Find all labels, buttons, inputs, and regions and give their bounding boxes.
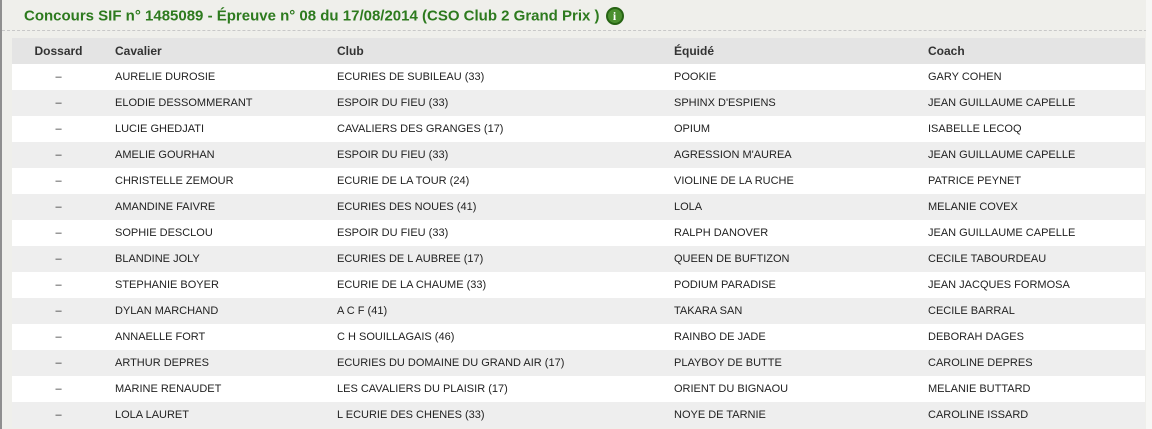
cell-coach: DEBORAH DAGES: [928, 331, 1024, 343]
cell-cavalier: BLANDINE JOLY: [115, 253, 200, 265]
cell-equide: ORIENT DU BIGNAOU: [674, 383, 789, 395]
cell-equide: RALPH DANOVER: [674, 227, 769, 239]
table-header-row: Dossard Cavalier Club Équidé Coach: [12, 38, 1145, 64]
cell-dossard: –: [55, 227, 62, 239]
cell-cavalier: ARTHUR DEPRES: [115, 357, 209, 369]
column-header-dossard: Dossard: [12, 38, 105, 64]
cell-coach: CAROLINE ISSARD: [928, 409, 1029, 421]
cell-dossard: –: [55, 279, 62, 291]
cell-dossard: –: [55, 201, 62, 213]
table-row: – BLANDINE JOLY ECURIES DE L AUBREE (17) QU…: [12, 246, 1145, 272]
cell-coach: GARY COHEN: [928, 71, 1002, 83]
cell-equide: OPIUM: [674, 123, 711, 135]
cell-equide: QUEEN DE BUFTIZON: [674, 253, 790, 265]
cell-coach: PATRICE PEYNET: [928, 175, 1022, 187]
page-right-edge: [1146, 0, 1152, 429]
cell-cavalier: AMANDINE FAIVRE: [115, 201, 216, 213]
cell-cavalier: AMELIE GOURHAN: [115, 149, 215, 161]
cell-equide: LOLA: [674, 201, 703, 213]
cell-club: ESPOIR DU FIEU (33): [337, 97, 449, 109]
cell-equide: NOYE DE TARNIE: [674, 409, 766, 421]
cell-club: ECURIE DE LA TOUR (24): [337, 175, 470, 187]
cell-coach: CECILE TABOURDEAU: [928, 253, 1047, 265]
cell-dossard: –: [55, 149, 62, 161]
cell-club: ECURIES DU DOMAINE DU GRAND AIR (17): [337, 357, 565, 369]
cell-equide: RAINBO DE JADE: [674, 331, 766, 343]
cell-coach: JEAN GUILLAUME CAPELLE: [928, 227, 1076, 239]
cell-dossard: –: [55, 409, 62, 421]
cell-cavalier: ANNAELLE FORT: [115, 331, 206, 343]
cell-cavalier: LUCIE GHEDJATI: [115, 123, 205, 135]
cell-cavalier: MARINE RENAUDET: [115, 383, 222, 395]
cell-dossard: –: [55, 123, 62, 135]
cell-club: ECURIES DE SUBILEAU (33): [337, 71, 485, 83]
table-row: – ELODIE DESSOMMERANT ESPOIR DU FIEU (33) S…: [12, 90, 1145, 116]
cell-club: ESPOIR DU FIEU (33): [337, 149, 449, 161]
table-row: – STEPHANIE BOYER ECURIE DE LA CHAUME (33)…: [12, 272, 1145, 298]
table-row: – DYLAN MARCHAND A C F (41) TAKARA SAN CECIL…: [12, 298, 1145, 324]
title-bar: Concours SIF n° 1485089 - Épreuve n° 08 …: [2, 0, 1152, 31]
table-row: – CHRISTELLE ZEMOUR ECURIE DE LA TOUR (24)…: [12, 168, 1145, 194]
column-header-cavalier: Cavalier: [105, 38, 327, 64]
cell-club: A C F (41): [337, 305, 388, 317]
cell-equide: VIOLINE DE LA RUCHE: [674, 175, 794, 187]
cell-dossard: –: [55, 331, 62, 343]
cell-club: ECURIES DES NOUES (41): [337, 201, 477, 213]
table-row: – LOLA LAURET L ECURIE DES CHENES (33) NOYE…: [12, 402, 1145, 428]
cell-club: LES CAVALIERS DU PLAISIR (17): [337, 383, 508, 395]
cell-equide: AGRESSION M'AUREA: [674, 149, 792, 161]
info-icon[interactable]: i: [605, 7, 624, 25]
table-row: – AMELIE GOURHAN ESPOIR DU FIEU (33) AGRESS…: [12, 142, 1145, 168]
table-row: – ANNAELLE FORT C H SOUILLAGAIS (46) RAINBO…: [12, 324, 1145, 350]
cell-club: ECURIES DE L AUBREE (17): [337, 253, 484, 265]
table-body: – AURELIE DUROSIE ECURIES DE SUBILEAU (33)…: [12, 64, 1145, 428]
cell-dossard: –: [55, 97, 62, 109]
cell-dossard: –: [55, 253, 62, 265]
cell-cavalier: AURELIE DUROSIE: [115, 71, 216, 83]
cell-coach: JEAN JACQUES FORMOSA: [928, 279, 1070, 291]
table-row: – SOPHIE DESCLOU ESPOIR DU FIEU (33) RALPH …: [12, 220, 1145, 246]
cell-coach: JEAN GUILLAUME CAPELLE: [928, 97, 1076, 109]
table-row: – AURELIE DUROSIE ECURIES DE SUBILEAU (33)…: [12, 64, 1145, 90]
column-header-club: Club: [327, 38, 664, 64]
cell-coach: MELANIE BUTTARD: [928, 383, 1031, 395]
cell-dossard: –: [55, 175, 62, 187]
table-row: – ARTHUR DEPRES ECURIES DU DOMAINE DU GRAN…: [12, 350, 1145, 376]
cell-coach: CAROLINE DEPRES: [928, 357, 1033, 369]
cell-equide: PLAYBOY DE BUTTE: [674, 357, 782, 369]
cell-equide: PODIUM PARADISE: [674, 279, 776, 291]
table-row: – MARINE RENAUDET LES CAVALIERS DU PLAISIR…: [12, 376, 1145, 402]
results-table: Dossard Cavalier Club Équidé Coach – AURE…: [12, 38, 1145, 428]
cell-club: CAVALIERS DES GRANGES (17): [337, 123, 504, 135]
cell-cavalier: LOLA LAURET: [115, 409, 189, 421]
cell-coach: CECILE BARRAL: [928, 305, 1015, 317]
cell-dossard: –: [55, 71, 62, 83]
cell-club: C H SOUILLAGAIS (46): [337, 331, 455, 343]
cell-equide: POOKIE: [674, 71, 717, 83]
cell-coach: JEAN GUILLAUME CAPELLE: [928, 149, 1076, 161]
cell-coach: MELANIE COVEX: [928, 201, 1018, 213]
cell-club: L ECURIE DES CHENES (33): [337, 409, 485, 421]
table-row: – LUCIE GHEDJATI CAVALIERS DES GRANGES (17…: [12, 116, 1145, 142]
cell-dossard: –: [55, 305, 62, 317]
cell-cavalier: SOPHIE DESCLOU: [115, 227, 213, 239]
cell-cavalier: DYLAN MARCHAND: [115, 305, 219, 317]
cell-equide: TAKARA SAN: [674, 305, 743, 317]
cell-club: ECURIE DE LA CHAUME (33): [337, 279, 487, 291]
cell-cavalier: STEPHANIE BOYER: [115, 279, 219, 291]
column-header-equide: Équidé: [664, 38, 918, 64]
page-title: Concours SIF n° 1485089 - Épreuve n° 08 …: [24, 7, 600, 25]
column-header-coach: Coach: [918, 38, 1145, 64]
cell-equide: SPHINX D'ESPIENS: [674, 97, 776, 109]
cell-cavalier: CHRISTELLE ZEMOUR: [115, 175, 234, 187]
cell-club: ESPOIR DU FIEU (33): [337, 227, 449, 239]
cell-dossard: –: [55, 383, 62, 395]
cell-dossard: –: [55, 357, 62, 369]
cell-cavalier: ELODIE DESSOMMERANT: [115, 97, 253, 109]
cell-coach: ISABELLE LECOQ: [928, 123, 1022, 135]
table-row: – AMANDINE FAIVRE ECURIES DES NOUES (41) LO…: [12, 194, 1145, 220]
